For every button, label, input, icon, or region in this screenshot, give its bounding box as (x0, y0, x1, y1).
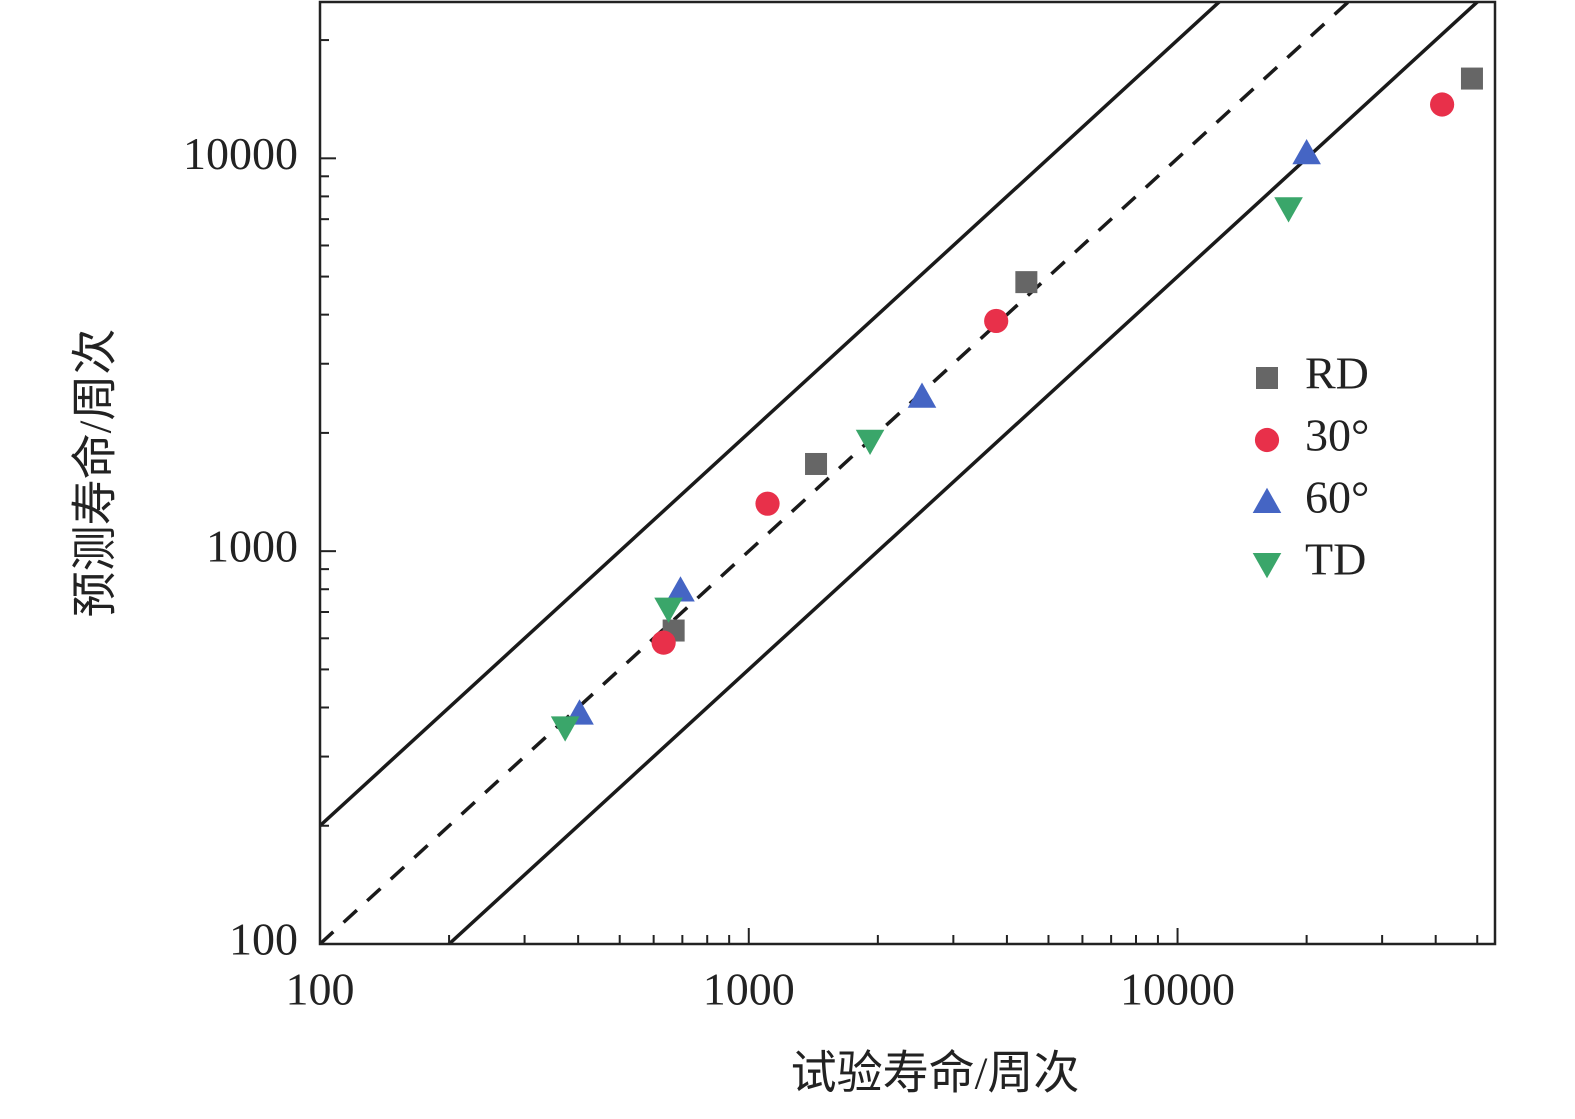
x-tick-label: 100 (286, 964, 355, 1015)
reference-lines (320, 2, 1480, 944)
point (666, 576, 695, 602)
x-tick-label: 10000 (1120, 964, 1235, 1015)
legend-marker (1252, 487, 1282, 513)
x-tick-label: 1000 (703, 964, 795, 1015)
y-tick-label: 100 (229, 914, 298, 965)
point (984, 308, 1009, 334)
y-axis-label: 预测寿命/周次 (70, 329, 121, 618)
legend-marker (1252, 553, 1282, 579)
reference-line (320, 2, 1351, 944)
point (1460, 67, 1483, 90)
point (1430, 92, 1455, 117)
point (1274, 197, 1303, 223)
legend-label: RD (1305, 348, 1369, 399)
point (907, 382, 937, 408)
y-tick-label: 10000 (183, 128, 298, 179)
point (805, 452, 828, 475)
legend-label: 60° (1305, 472, 1369, 523)
plot-frame (318, 0, 1497, 946)
legend-label: 30° (1305, 410, 1369, 461)
legend-marker (1254, 427, 1280, 453)
x-axis-label: 试验寿命/周次 (791, 1048, 1080, 1099)
point (855, 429, 885, 456)
reference-line (446, 2, 1480, 944)
point (1292, 138, 1321, 165)
point (651, 630, 676, 655)
y-tick-label: 1000 (206, 521, 298, 572)
point (550, 716, 580, 742)
point (755, 491, 780, 516)
point (1015, 271, 1038, 294)
point (654, 597, 683, 623)
legend-label: TD (1305, 534, 1366, 585)
reference-line (320, 2, 1222, 828)
legend-marker (1256, 367, 1278, 389)
